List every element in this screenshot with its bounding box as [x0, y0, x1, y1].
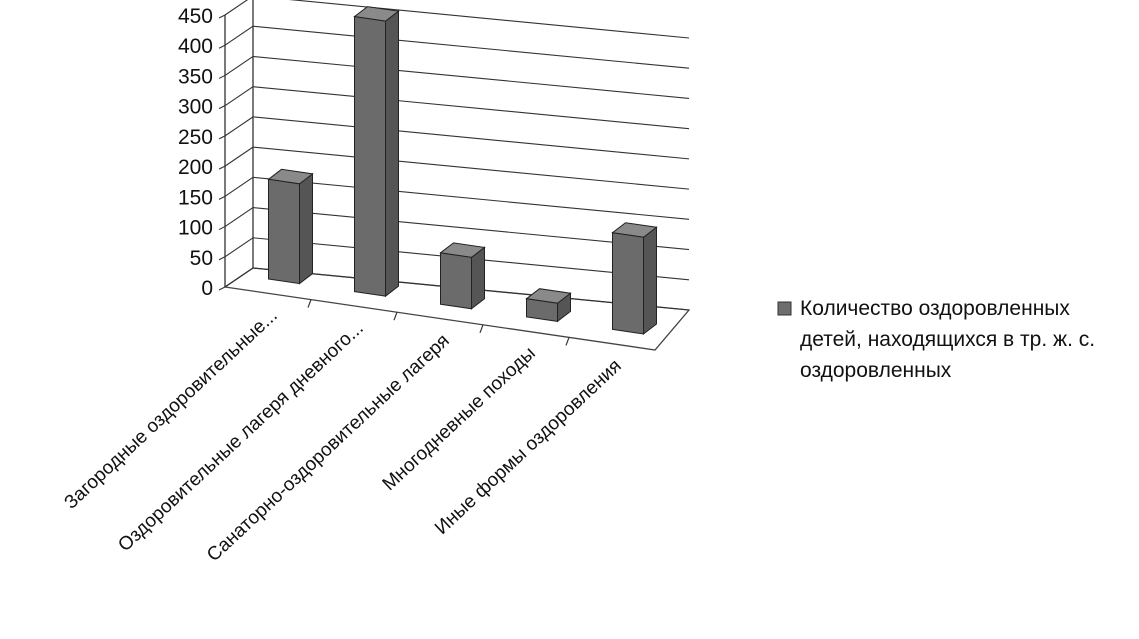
- x-tick-mark: [393, 311, 398, 321]
- category-labels: Загородные оздоровительные...Оздоровител…: [60, 305, 625, 566]
- legend: Количество оздоровленных детей, находящи…: [777, 297, 1095, 382]
- bar: [525, 288, 572, 323]
- x-tick-mark: [307, 299, 312, 308]
- bar-front: [526, 298, 558, 322]
- bar-side: [299, 172, 313, 285]
- gridline-back: [252, 146, 690, 190]
- bar-side: [471, 246, 485, 310]
- gridline-back: [252, 86, 690, 130]
- legend-label-line: детей, находящихся в тр. ж. с.: [800, 328, 1095, 351]
- bar: [611, 222, 658, 335]
- y-tick-label: 350: [178, 65, 213, 88]
- legend-swatch: [777, 301, 792, 316]
- y-tick-label: 50: [190, 247, 213, 270]
- bar: [353, 6, 400, 298]
- y-tick-labels: 0 50 100 150 200 250 300 350 400 450: [178, 5, 213, 300]
- x-tick-mark: [479, 324, 484, 334]
- y-tick-label: 150: [178, 186, 213, 209]
- y-tick-label: 300: [178, 96, 213, 119]
- x-category-label: Иные формы оздоровления: [431, 356, 626, 540]
- y-tick-mark: [218, 14, 226, 19]
- bar-front: [612, 232, 644, 335]
- y-tick-label: 0: [201, 277, 213, 300]
- y-tick-mark: [218, 226, 226, 231]
- gridline-side: [224, 86, 254, 107]
- y-tick-mark: [218, 256, 226, 261]
- y-tick-label: 250: [178, 126, 213, 149]
- bar-front: [354, 16, 386, 297]
- gridline-back: [252, 116, 690, 160]
- gridline-back: [252, 176, 690, 220]
- bar-side: [385, 10, 399, 298]
- x-category-label: Загородные оздоровительные...: [60, 305, 281, 513]
- y-tick-mark: [218, 195, 226, 200]
- bar-front: [268, 178, 300, 285]
- y-tick-mark: [218, 135, 226, 140]
- y-tick-label: 450: [178, 5, 213, 28]
- gridline-side: [224, 267, 254, 288]
- y-tick-mark: [218, 44, 226, 49]
- bar-front: [440, 252, 472, 310]
- y-tick-mark: [218, 165, 226, 170]
- svg-text:оздоровленных: оздоровленных: [800, 359, 952, 382]
- bar: [267, 168, 314, 285]
- svg-text:детей, находящихся в тр. ж. с.: детей, находящихся в тр. ж. с.: [800, 328, 1095, 351]
- y-tick-label: 100: [178, 217, 213, 240]
- bar: [439, 242, 486, 310]
- bar-side: [643, 226, 657, 335]
- axes: [224, 0, 570, 346]
- legend-label-line: Количество оздоровленных: [800, 297, 1070, 320]
- y-tick-label: 400: [178, 35, 213, 58]
- y-tick-mark: [218, 286, 226, 291]
- gridline-side: [224, 116, 254, 137]
- svg-text:Количество оздоровленных: Количество оздоровленных: [800, 297, 1070, 320]
- gridline-side: [224, 0, 249, 16]
- gridline-back: [288, 0, 690, 39]
- gridline-side: [224, 146, 254, 167]
- gridline-side: [224, 237, 254, 258]
- gridline-side: [224, 176, 254, 197]
- legend-label-line: оздоровленных: [800, 359, 952, 382]
- gridline-side: [224, 25, 254, 46]
- bars: [267, 6, 658, 335]
- gridline-back: [252, 55, 690, 99]
- y-tick-mark: [218, 105, 226, 110]
- x-tick-mark: [565, 337, 570, 346]
- gridline-back: [252, 25, 690, 69]
- gridline-side: [224, 207, 254, 228]
- y-tick-mark: [218, 74, 226, 79]
- gridline-side: [224, 55, 254, 76]
- y-tick-label: 200: [178, 156, 213, 179]
